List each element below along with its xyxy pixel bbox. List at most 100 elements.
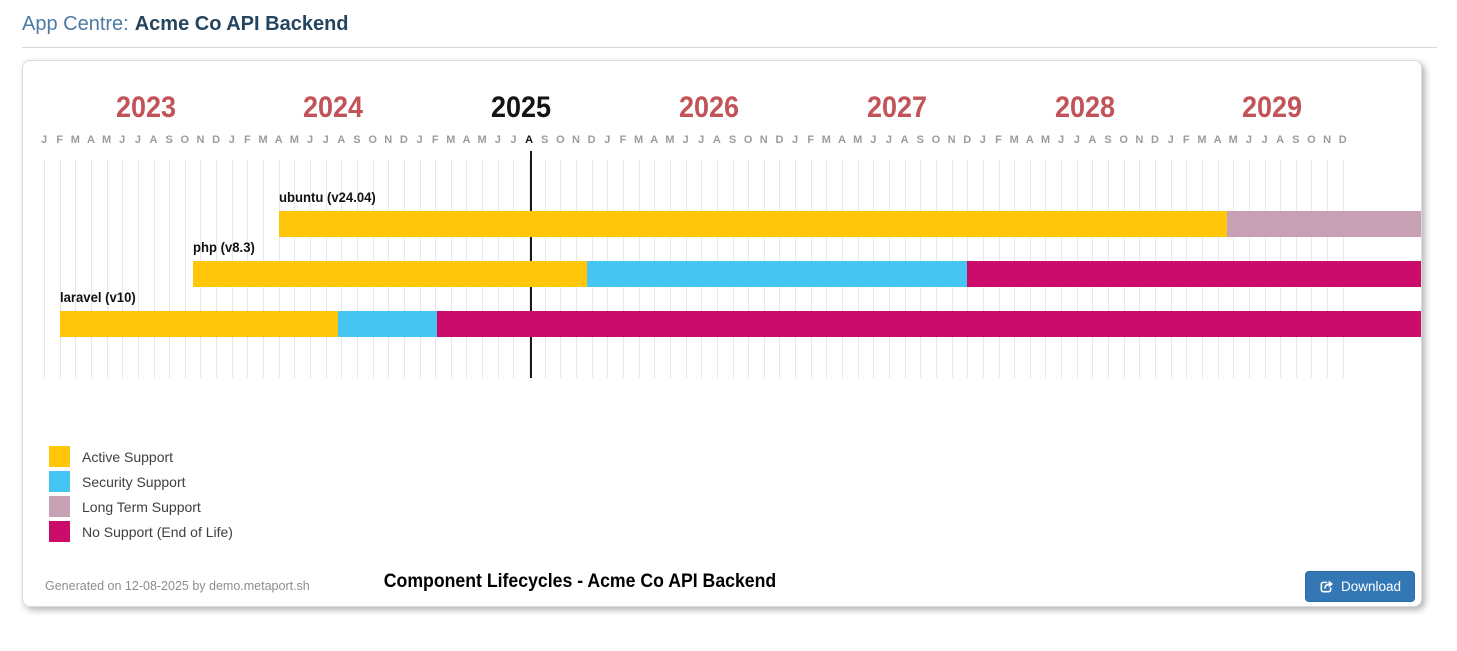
month-label: J [322,134,329,146]
legend-item: Active Support [49,444,233,469]
year-label-2023: 2023 [115,91,176,124]
component-label: ubuntu (v24.04) [278,190,376,205]
month-label: M [289,134,299,146]
month-label: D [399,134,408,146]
year-label-2025: 2025 [491,91,552,124]
month-label: F [1182,134,1190,146]
month-label: J [510,134,517,146]
month-label: F [995,134,1002,146]
month-label: M [258,134,268,146]
month-label: F [807,134,815,146]
month-label: A [462,134,471,146]
legend-swatch-active [49,446,70,467]
legend-swatch-security [49,471,70,492]
gridline [169,159,171,378]
month-label: J [1261,134,1268,146]
bar-segment-eol [436,311,1421,337]
component-label: laravel (v10) [59,290,136,305]
header-divider [22,47,1437,48]
bar-segment-security [338,311,437,337]
month-label: O [368,134,377,146]
year-label-2028: 2028 [1054,91,1115,124]
bar-segment-active [59,311,339,337]
month-label: A [337,134,346,146]
month-label: J [228,134,235,146]
month-label: N [947,134,956,146]
month-label-current: A [525,134,534,146]
month-label: O [931,134,941,146]
month-label: M [1228,134,1238,146]
month-label: J [698,134,705,146]
month-label: A [650,134,659,146]
bar-segment-lts [1226,211,1421,237]
month-label: D [212,134,221,146]
year-label-2029: 2029 [1242,91,1303,124]
chart-title: Component Lifecycles - Acme Co API Backe… [383,571,777,592]
month-label: M [1197,134,1207,146]
month-label: M [634,134,644,146]
legend-label: Active Support [82,448,174,465]
page-title: App Centre: Acme Co API Backend [22,13,349,36]
month-label: D [587,134,596,146]
month-label: M [101,134,112,146]
month-label: M [1009,134,1019,146]
gridline [106,159,108,378]
month-label: J [979,134,986,146]
month-label: D [1151,134,1159,146]
gridline [90,159,92,378]
page-title-app-name: Acme Co API Backend [134,13,349,35]
month-label: A [712,134,721,146]
month-label: A [86,134,95,146]
download-button[interactable]: Download [1304,571,1415,602]
gridline [44,159,45,378]
month-label: N [1323,134,1332,146]
month-label: S [916,134,924,146]
month-label: O [556,134,565,146]
month-label: N [759,134,768,146]
month-label: S [353,134,361,146]
month-label: J [494,134,501,146]
month-label: M [665,134,675,146]
month-label: S [728,134,737,146]
gridline [153,159,155,378]
month-label: S [541,134,549,146]
legend-item: Security Support [49,469,233,494]
month-label: N [196,134,205,146]
month-label: A [838,134,847,146]
month-label: J [885,134,893,146]
legend: Active Support Security Support Long Term … [49,444,233,544]
legend-item: No Support (End of Life) [49,519,233,544]
month-label: M [70,134,80,146]
bar-segment-security [586,261,968,287]
month-label: F [431,134,439,146]
month-label: J [792,134,799,146]
month-label: J [416,134,423,146]
month-label: N [1135,134,1144,146]
month-label: D [775,134,784,146]
month-label: J [1167,134,1174,146]
month-label: J [306,134,314,146]
month-label: A [1213,134,1222,146]
legend-label: No Support (End of Life) [82,523,233,540]
month-label: O [1307,134,1316,146]
month-label: F [244,134,251,146]
legend-item: Long Term Support [49,494,233,519]
month-label: A [900,134,909,146]
bar-segment-active [278,211,1227,237]
gridline [184,159,186,378]
month-label: J [682,134,689,146]
month-label: J [1245,134,1252,146]
bar-segment-active [192,261,587,287]
year-label-2027: 2027 [866,91,927,124]
bar-segment-eol [967,261,1421,287]
month-label: S [1292,134,1300,146]
component-label: php (v8.3) [192,240,255,255]
month-label: F [56,134,64,146]
month-label: M [446,134,456,146]
gridline [75,159,77,378]
month-label: A [149,134,158,146]
legend-label: Long Term Support [82,498,201,515]
month-label: M [853,134,863,146]
